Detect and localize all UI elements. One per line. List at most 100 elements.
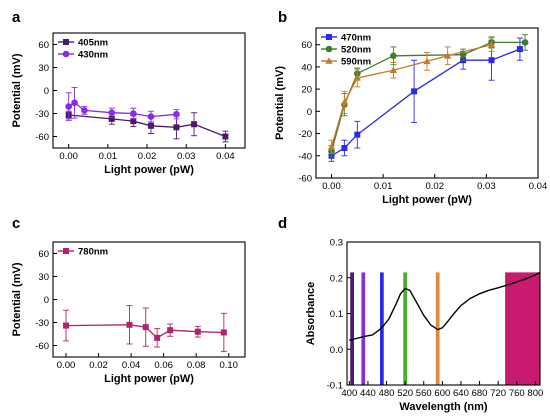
legend-label: 405nm [78,38,108,49]
panel-b: b 0.00 0.01 0.02 0.03 0.04 60 40 20 0 -20 -40 -60 Lig… [274,9,547,206]
wavelength-band-0 [350,272,354,385]
legend-label: 430nm [78,50,108,61]
series-line [68,114,226,138]
x-tick-label: 0.02 [89,360,108,371]
x-tick-label: 480 [379,388,395,399]
y-axis-label: Potential (mV) [11,53,23,127]
panel-letter: d [278,215,287,232]
legend-label: 520nm [341,45,371,56]
plot-frame [315,27,539,179]
data-point [142,324,149,331]
y-tick-label: 0.1 [330,309,343,320]
x-tick-label: 0.04 [529,181,548,192]
y-tick-label: -20 [298,129,312,140]
wavelength-band-5 [505,272,540,385]
series-430nm [65,86,180,123]
legend: 780nm [58,247,108,258]
panel-d: d 400 440 480 520 560 600 640 680 720 760 800 0.3 0.2… [278,215,543,413]
data-point [191,121,198,128]
x-tick-label: 400 [341,388,357,399]
data-point [411,88,418,95]
y-tick-label: -30 [35,109,49,120]
wavelength-band-3 [403,272,407,385]
y-tick-label: -40 [298,151,312,162]
y-tick-label: 30 [38,272,49,283]
panel-letter: c [12,215,20,232]
data-point [65,103,72,110]
data-point [194,328,201,335]
x-tick-label: 0.03 [477,181,496,192]
data-point [340,98,348,106]
data-point [130,110,137,117]
data-point [444,51,452,59]
legend-label: 470nm [341,33,371,44]
y-tick-label: 60 [38,249,49,260]
series-line [349,271,541,341]
y-axis-label: Potential (mV) [11,262,23,336]
data-point [222,133,229,140]
data-point [81,107,88,114]
data-point [488,57,495,64]
series-780nm [63,305,227,353]
legend-marker [325,45,333,53]
data-point [516,46,523,53]
x-tick-label: 0.10 [219,360,238,371]
x-tick-label: 0.00 [322,181,341,192]
x-tick-label: 0.01 [374,181,393,192]
x-tick-label: 0.04 [216,151,235,162]
x-tick-label: 0.01 [99,151,118,162]
x-tick-label: 0.00 [57,360,76,371]
x-tick-label: 0.06 [154,360,173,371]
panel-a: a 0.00 0.01 0.02 0.03 0.04 60 30 0 -30 -60 Light po… [11,9,246,176]
y-tick-label: -30 [35,318,49,329]
x-axis-label: Wavelength (nm) [399,401,488,413]
legend-label: 780nm [78,247,108,258]
panel-letter: b [278,9,287,26]
x-tick-label: 0.08 [187,360,206,371]
y-tick-label: -60 [35,132,49,143]
data-point [423,57,431,65]
x-tick-label: 720 [490,388,506,399]
x-tick-label: 0.04 [122,360,141,371]
data-point [63,322,70,329]
legend-marker [62,50,70,58]
y-tick-label: 30 [38,63,49,74]
panel-letter: a [12,9,21,26]
data-point [108,109,116,117]
x-tick-label: 560 [416,388,432,399]
y-tick-label: 20 [301,85,312,96]
legend-marker [63,39,69,45]
y-tick-label: 0 [307,107,312,118]
panel-c: c 0.00 0.02 0.04 0.06 0.08 0.10 60 30 0 -30 -60 Ligh… [11,215,246,385]
y-tick-label: 0.2 [330,273,343,284]
x-axis-label: Light power (pW) [104,164,194,176]
data-point [167,327,174,334]
data-point [389,66,398,74]
wavelength-band-4 [435,272,440,385]
x-tick-label: 0.03 [177,151,196,162]
y-tick-label: 0.3 [330,238,343,249]
y-tick-label: -0.1 [327,381,343,392]
data-point [154,334,161,341]
y-tick-label: -60 [35,341,49,352]
data-point [130,118,137,125]
x-tick-label: 760 [509,388,525,399]
y-tick-label: 0.0 [330,345,343,356]
data-point [390,52,397,60]
wavelength-band-1 [361,272,366,385]
x-tick-label: 680 [472,388,488,399]
legend-label: 590nm [341,57,371,68]
x-tick-label: 640 [453,388,469,399]
y-tick-label: 60 [301,40,312,51]
x-axis-label: Light power (pW) [104,373,194,385]
data-point [487,40,496,48]
data-point [521,39,529,46]
legend-marker [325,57,333,64]
data-point [220,329,227,336]
y-axis-label: Absorbance [305,282,317,346]
x-tick-label: 0.02 [138,151,157,162]
y-tick-label: -60 [298,174,312,185]
data-point [126,321,133,328]
